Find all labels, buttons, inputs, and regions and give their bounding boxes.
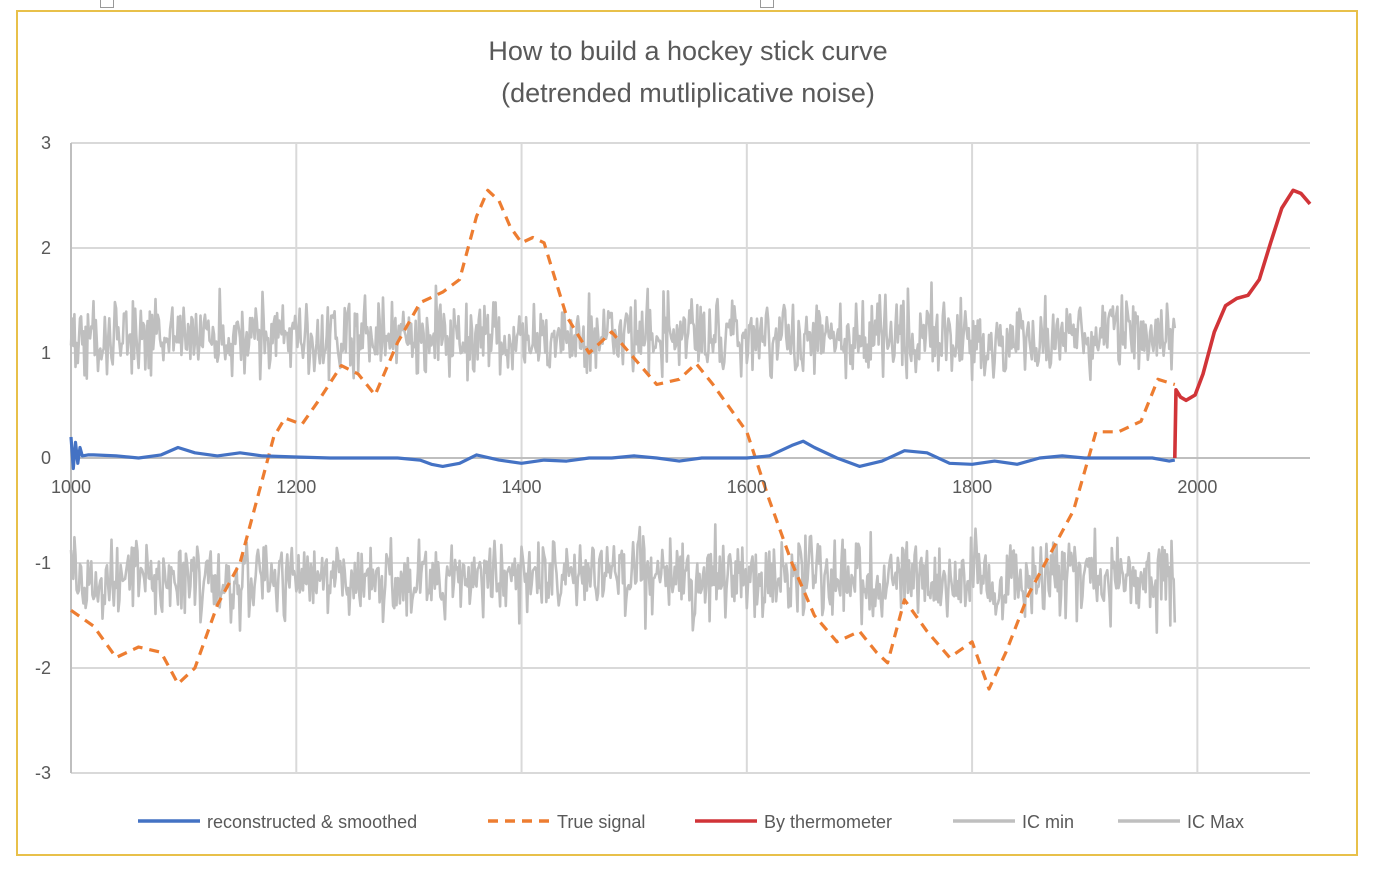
x-tick-label: 2000 [1177, 477, 1217, 497]
y-tick-label: -2 [35, 658, 51, 678]
x-tick-label: 1600 [727, 477, 767, 497]
series-lines [69, 188, 1312, 691]
series-line-true-signal [70, 188, 1176, 691]
chart-title-line-2: (detrended mutliplicative noise) [501, 78, 875, 108]
series-line-ic-min [69, 281, 1177, 382]
legend-label: IC Max [1187, 812, 1244, 832]
y-tick-label: -1 [35, 553, 51, 573]
y-tick-label: 0 [41, 448, 51, 468]
series-line-by-thermometer [1173, 188, 1312, 459]
y-tick-label: 2 [41, 238, 51, 258]
x-tick-label: 1800 [952, 477, 992, 497]
x-tick-label: 1400 [502, 477, 542, 497]
x-tick-label: 1200 [276, 477, 316, 497]
y-tick-label: 1 [41, 343, 51, 363]
chart-resize-handle[interactable] [100, 0, 114, 8]
y-tick-label: 3 [41, 133, 51, 153]
chart-title-line-1: How to build a hockey stick curve [488, 36, 887, 66]
series-line-reconstructed-smoothed [69, 436, 1176, 471]
tick-labels: 3 2 1 0 -1 -2 -3 1000 1200 1400 1600 1800 2000 [35, 133, 1217, 783]
chart-area[interactable] [16, 10, 1358, 856]
legend-label: True signal [557, 812, 645, 832]
legend-label: reconstructed & smoothed [207, 812, 417, 832]
legend-label: IC min [1022, 812, 1074, 832]
chart-resize-handle[interactable] [760, 0, 774, 8]
legend-label: By thermometer [764, 812, 892, 832]
y-tick-label: -3 [35, 763, 51, 783]
legend: reconstructed & smoothed True signal By th… [138, 812, 1244, 832]
series-line-ic-max [69, 523, 1177, 634]
x-tick-label: 1000 [51, 477, 91, 497]
